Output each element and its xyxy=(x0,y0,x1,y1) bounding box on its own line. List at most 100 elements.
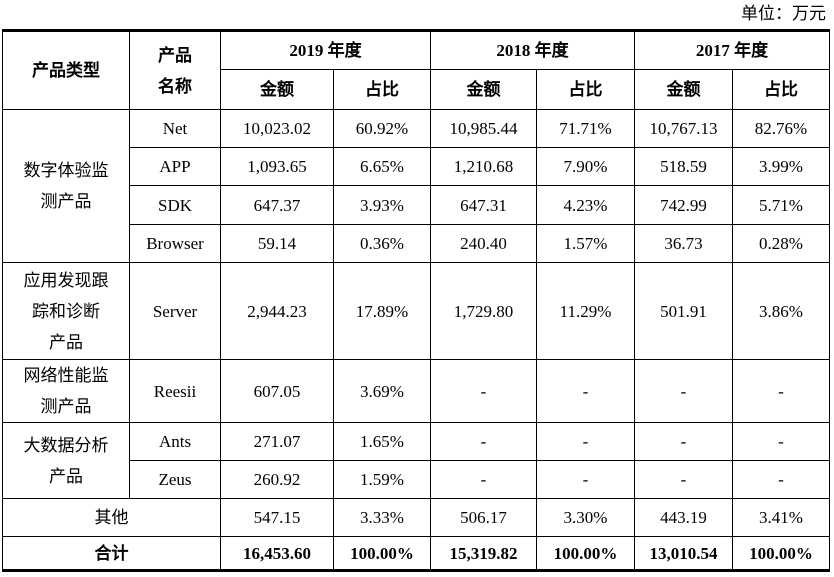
reesii-ratio-2017: - xyxy=(732,359,830,423)
group-network-performance: 网络性能监 测产品 xyxy=(2,359,130,423)
browser-ratio-2019: 0.36% xyxy=(333,224,431,263)
reesii-amount-2019: 607.05 xyxy=(220,359,334,423)
total-ratio-2018: 100.00% xyxy=(536,536,635,571)
header-ratio-2019: 占比 xyxy=(333,69,431,110)
server-ratio-2018: 11.29% xyxy=(536,262,635,360)
table-row-browser: Browser 59.14 0.36% 240.40 1.57% 36.73 0… xyxy=(3,224,830,263)
table-row-other: 其他 547.15 3.33% 506.17 3.30% 443.19 3.41… xyxy=(2,498,830,537)
other-amount-2018: 506.17 xyxy=(430,498,537,537)
net-amount-2019: 10,023.02 xyxy=(220,109,334,148)
total-ratio-2017: 100.00% xyxy=(732,536,830,571)
net-ratio-2019: 60.92% xyxy=(333,109,431,148)
browser-amount-2018: 240.40 xyxy=(430,224,537,263)
net-ratio-2018: 71.71% xyxy=(536,109,635,148)
reesii-amount-2017: - xyxy=(634,359,733,423)
browser-ratio-2017: 0.28% xyxy=(732,224,830,263)
ants-ratio-2019: 1.65% xyxy=(333,422,431,461)
other-ratio-2018: 3.30% xyxy=(536,498,635,537)
sdk-ratio-2017: 5.71% xyxy=(732,185,830,225)
group-big-data: 大数据分析 产品 xyxy=(2,422,130,499)
ants-amount-2019: 271.07 xyxy=(220,422,334,461)
product-name-sdk: SDK xyxy=(129,185,221,225)
header-row-measures: 金额 占比 金额 占比 金额 占比 xyxy=(3,69,830,110)
net-amount-2017: 10,767.13 xyxy=(634,109,733,148)
table-row-zeus: Zeus 260.92 1.59% - - - - xyxy=(3,460,830,499)
zeus-ratio-2018: - xyxy=(536,460,635,499)
app-ratio-2018: 7.90% xyxy=(536,147,635,186)
header-amount-2017: 金额 xyxy=(634,69,733,110)
server-amount-2017: 501.91 xyxy=(634,262,733,360)
zeus-amount-2017: - xyxy=(634,460,733,499)
app-amount-2019: 1,093.65 xyxy=(220,147,334,186)
product-name-reesii: Reesii xyxy=(129,359,221,423)
product-name-app: APP xyxy=(129,147,221,186)
group-digital-experience: 数字体验监 测产品 xyxy=(2,109,130,263)
server-amount-2019: 2,944.23 xyxy=(220,262,334,360)
header-product-name: 产品 名称 xyxy=(129,30,221,110)
app-ratio-2017: 3.99% xyxy=(732,147,830,186)
app-ratio-2019: 6.65% xyxy=(333,147,431,186)
header-amount-2019: 金额 xyxy=(220,69,334,110)
table-row-ants: 大数据分析 产品 Ants 271.07 1.65% - - - - xyxy=(2,422,830,499)
ants-amount-2018: - xyxy=(430,422,537,461)
other-ratio-2017: 3.41% xyxy=(732,498,830,537)
app-amount-2018: 1,210.68 xyxy=(430,147,537,186)
table-row-net: 数字体验监 测产品 Net 10,023.02 60.92% 10,985.44… xyxy=(2,109,830,263)
product-name-net: Net xyxy=(129,109,221,148)
server-ratio-2017: 3.86% xyxy=(732,262,830,360)
product-name-browser: Browser xyxy=(129,224,221,263)
header-year-2019: 2019 年度 xyxy=(220,30,431,70)
table-row-app: APP 1,093.65 6.65% 1,210.68 7.90% 518.59… xyxy=(3,147,830,186)
table-row-reesii: 网络性能监 测产品 Reesii 607.05 3.69% - - - - xyxy=(2,359,830,423)
net-ratio-2017: 82.76% xyxy=(732,109,830,148)
reesii-ratio-2018: - xyxy=(536,359,635,423)
sdk-amount-2017: 742.99 xyxy=(634,185,733,225)
sdk-amount-2019: 647.37 xyxy=(220,185,334,225)
header-row-years: 产品类型 产品 名称 2019 年度 2018 年度 2017 年度 xyxy=(2,30,830,110)
other-amount-2017: 443.19 xyxy=(634,498,733,537)
browser-amount-2017: 36.73 xyxy=(634,224,733,263)
sdk-amount-2018: 647.31 xyxy=(430,185,537,225)
server-ratio-2019: 17.89% xyxy=(333,262,431,360)
header-product-type: 产品类型 xyxy=(2,30,130,110)
zeus-amount-2019: 260.92 xyxy=(220,460,334,499)
zeus-ratio-2019: 1.59% xyxy=(333,460,431,499)
table-row-total: 合计 16,453.60 100.00% 15,319.82 100.00% 1… xyxy=(2,536,830,571)
reesii-amount-2018: - xyxy=(430,359,537,423)
total-amount-2018: 15,319.82 xyxy=(430,536,537,571)
group-app-discovery: 应用发现跟 踪和诊断 产品 xyxy=(2,262,130,360)
ants-amount-2017: - xyxy=(634,422,733,461)
zeus-amount-2018: - xyxy=(430,460,537,499)
other-label: 其他 xyxy=(2,498,221,537)
table-row-sdk: SDK 647.37 3.93% 647.31 4.23% 742.99 5.7… xyxy=(3,185,830,225)
header-amount-2018: 金额 xyxy=(430,69,537,110)
header-year-2018: 2018 年度 xyxy=(430,30,635,70)
total-amount-2019: 16,453.60 xyxy=(220,536,334,571)
table-row-server: 应用发现跟 踪和诊断 产品 Server 2,944.23 17.89% 1,7… xyxy=(2,262,830,360)
total-label: 合计 xyxy=(2,536,221,571)
total-amount-2017: 13,010.54 xyxy=(634,536,733,571)
header-year-2017: 2017 年度 xyxy=(634,30,830,70)
sdk-ratio-2019: 3.93% xyxy=(333,185,431,225)
product-name-ants: Ants xyxy=(129,422,221,461)
zeus-ratio-2017: - xyxy=(732,460,830,499)
header-ratio-2017: 占比 xyxy=(732,69,830,110)
ants-ratio-2018: - xyxy=(536,422,635,461)
net-amount-2018: 10,985.44 xyxy=(430,109,537,148)
ants-ratio-2017: - xyxy=(732,422,830,461)
other-ratio-2019: 3.33% xyxy=(333,498,431,537)
server-amount-2018: 1,729.80 xyxy=(430,262,537,360)
total-ratio-2019: 100.00% xyxy=(333,536,431,571)
product-revenue-table: 产品类型 产品 名称 2019 年度 2018 年度 2017 年度 金额 占比… xyxy=(2,29,830,572)
reesii-ratio-2019: 3.69% xyxy=(333,359,431,423)
product-name-zeus: Zeus xyxy=(129,460,221,499)
product-name-server: Server xyxy=(129,262,221,360)
sdk-ratio-2018: 4.23% xyxy=(536,185,635,225)
app-amount-2017: 518.59 xyxy=(634,147,733,186)
browser-ratio-2018: 1.57% xyxy=(536,224,635,263)
other-amount-2019: 547.15 xyxy=(220,498,334,537)
unit-label: 单位：万元 xyxy=(741,4,826,23)
browser-amount-2019: 59.14 xyxy=(220,224,334,263)
header-ratio-2018: 占比 xyxy=(536,69,635,110)
